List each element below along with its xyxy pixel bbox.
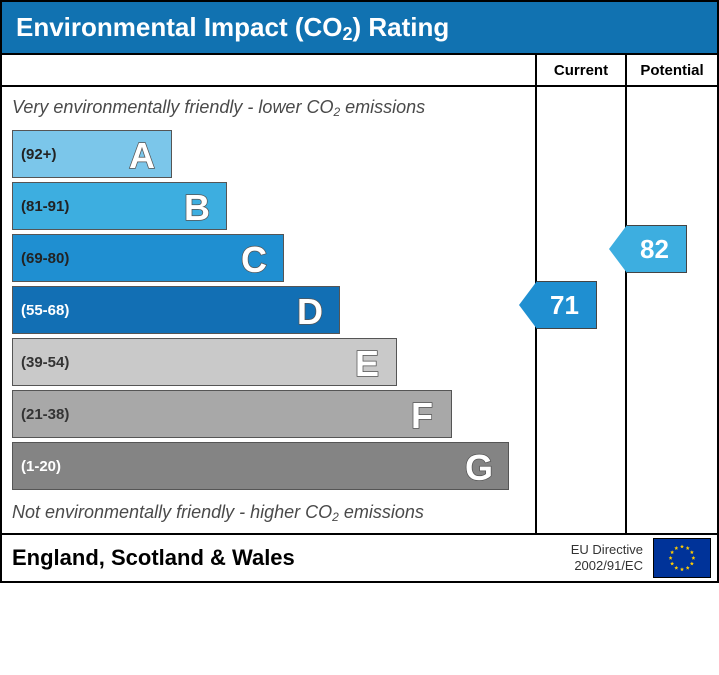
caption-top-sub: 2 (333, 105, 340, 119)
svg-text:C: C (241, 239, 267, 280)
caption-bottom-suffix: emissions (339, 502, 424, 522)
svg-text:G: G (465, 447, 493, 488)
band-letter-g: G (454, 444, 504, 490)
bands-container: (92+) A (81-91) B (69-80) C (55-68) D (39-54) E (2… (2, 130, 535, 490)
arrow-tip (519, 281, 537, 329)
band-c: (69-80) C (12, 234, 284, 282)
caption-bottom-prefix: Not environmentally friendly - higher CO (12, 502, 332, 522)
svg-text:E: E (355, 343, 379, 384)
directive-line1: EU Directive (571, 542, 643, 557)
title-prefix: Environmental Impact (CO (16, 12, 343, 42)
caption-top-prefix: Very environmentally friendly - lower CO (12, 97, 333, 117)
band-d: (55-68) D (12, 286, 340, 334)
band-range: (69-80) (13, 250, 69, 267)
svg-text:F: F (411, 395, 433, 436)
band-letter-e: E (342, 340, 392, 386)
svg-text:D: D (297, 291, 323, 332)
band-g: (1-20) G (12, 442, 509, 490)
band-range: (55-68) (13, 302, 69, 319)
directive-line2: 2002/91/EC (574, 558, 643, 573)
potential-header: Potential (627, 55, 717, 87)
chart-row: Very environmentally friendly - lower CO… (2, 55, 717, 533)
bands-body: Very environmentally friendly - lower CO… (2, 87, 535, 533)
footer-region: England, Scotland & Wales (2, 545, 571, 571)
potential-rating-arrow: 82 (609, 225, 687, 273)
bands-column: Very environmentally friendly - lower CO… (2, 55, 537, 533)
band-f: (21-38) F (12, 390, 452, 438)
band-letter-c: C (229, 236, 279, 282)
bands-header-spacer (2, 55, 535, 87)
current-rating-value: 71 (537, 281, 597, 329)
title-bar: Environmental Impact (CO2) Rating (0, 0, 719, 53)
band-a: (92+) A (12, 130, 172, 178)
band-range: (92+) (13, 146, 56, 163)
arrow-tip (609, 225, 627, 273)
eu-flag-icon (653, 538, 711, 578)
band-b: (81-91) B (12, 182, 227, 230)
caption-bottom-sub: 2 (332, 510, 339, 524)
svg-text:B: B (184, 187, 210, 228)
title-suffix: ) Rating (353, 12, 450, 42)
current-column: Current 71 (537, 55, 627, 533)
band-range: (21-38) (13, 406, 69, 423)
potential-column: Potential 82 (627, 55, 717, 533)
band-range: (39-54) (13, 354, 69, 371)
title-sub: 2 (343, 24, 353, 44)
band-letter-f: F (397, 392, 447, 438)
current-header: Current (537, 55, 625, 87)
footer-row: England, Scotland & Wales EU Directive 2… (2, 533, 717, 581)
caption-top-suffix: emissions (340, 97, 425, 117)
current-rating-arrow: 71 (519, 281, 597, 329)
band-e: (39-54) E (12, 338, 397, 386)
footer-directive: EU Directive 2002/91/EC (571, 542, 649, 573)
potential-rating-value: 82 (627, 225, 687, 273)
band-letter-d: D (285, 288, 335, 334)
band-range: (81-91) (13, 198, 69, 215)
caption-top: Very environmentally friendly - lower CO… (2, 93, 535, 126)
band-range: (1-20) (13, 458, 61, 475)
caption-bottom: Not environmentally friendly - higher CO… (2, 494, 535, 527)
svg-text:A: A (129, 135, 155, 176)
chart-frame: Very environmentally friendly - lower CO… (0, 53, 719, 583)
band-letter-b: B (172, 184, 222, 230)
band-letter-a: A (117, 132, 167, 178)
